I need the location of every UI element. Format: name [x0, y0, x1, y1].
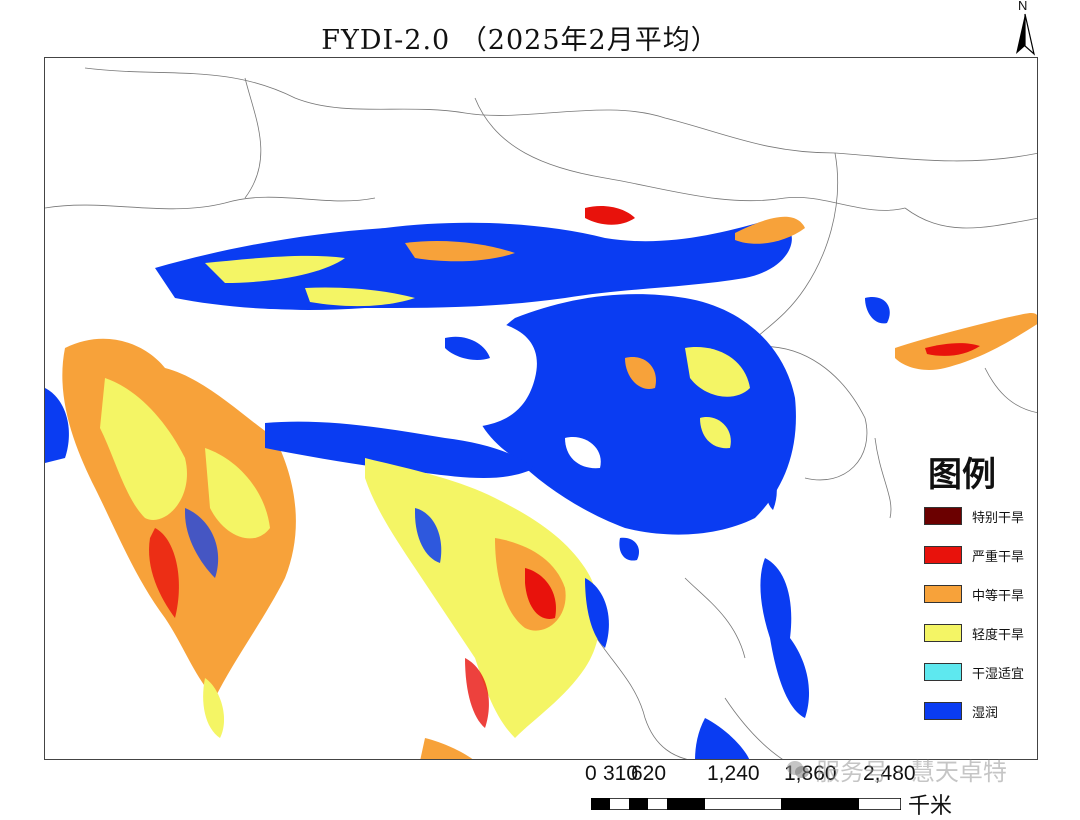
legend-label: 湿润	[972, 705, 999, 721]
scale-bar	[591, 798, 901, 810]
legend-item: 中等干旱	[924, 584, 1024, 604]
legend-item: 特别干旱	[924, 506, 1024, 526]
scale-unit: 千米	[908, 794, 953, 819]
scale-label: 310	[603, 762, 639, 785]
legend-item: 干湿适宜	[924, 662, 1024, 682]
legend-label: 严重干旱	[972, 549, 1025, 565]
legend-title: 图例	[928, 455, 996, 495]
north-china-region	[155, 206, 805, 310]
legend-swatch	[924, 585, 962, 603]
legend-item: 严重干旱	[924, 545, 1024, 565]
legend-swatch	[924, 702, 962, 720]
islands-region	[420, 297, 1037, 759]
legend-swatch	[924, 624, 962, 642]
scale-label: 620	[631, 762, 667, 785]
map-title: FYDI-2.0 （2025年2月平均）	[321, 25, 719, 56]
north-label: N	[1018, 0, 1028, 13]
legend-swatch	[924, 663, 962, 681]
north-arrow-icon	[1016, 13, 1035, 56]
legend-label: 中等干旱	[972, 588, 1025, 604]
no-data-plateau	[195, 308, 537, 428]
scale-label: 2,480	[863, 762, 916, 785]
legend-swatch	[924, 546, 962, 564]
south-asia-region	[45, 338, 296, 738]
east-china-region	[472, 294, 796, 535]
legend-item: 轻度干旱	[924, 623, 1024, 643]
watermark-text: 服务号 · 慧天卓特	[816, 758, 1007, 786]
watermark: 服务号 · 慧天卓特	[786, 752, 1007, 787]
map-frame	[44, 57, 1038, 760]
legend-label: 干湿适宜	[972, 666, 1025, 682]
legend-item: 湿润	[924, 701, 998, 721]
scale-bar-labels: 0 310 620 1,240 1,860 2,480	[585, 762, 945, 788]
wechat-icon	[787, 760, 809, 778]
country-boundaries	[45, 67, 1037, 759]
plateau-wet-patch	[445, 336, 490, 360]
southeast-asia-region	[365, 458, 609, 738]
legend-label: 特别干旱	[972, 510, 1025, 526]
legend-label: 轻度干旱	[972, 627, 1025, 643]
legend-swatch	[924, 507, 962, 525]
scale-label: 1,240	[707, 762, 760, 785]
map-canvas	[45, 67, 1037, 759]
scale-label: 0	[585, 762, 597, 785]
